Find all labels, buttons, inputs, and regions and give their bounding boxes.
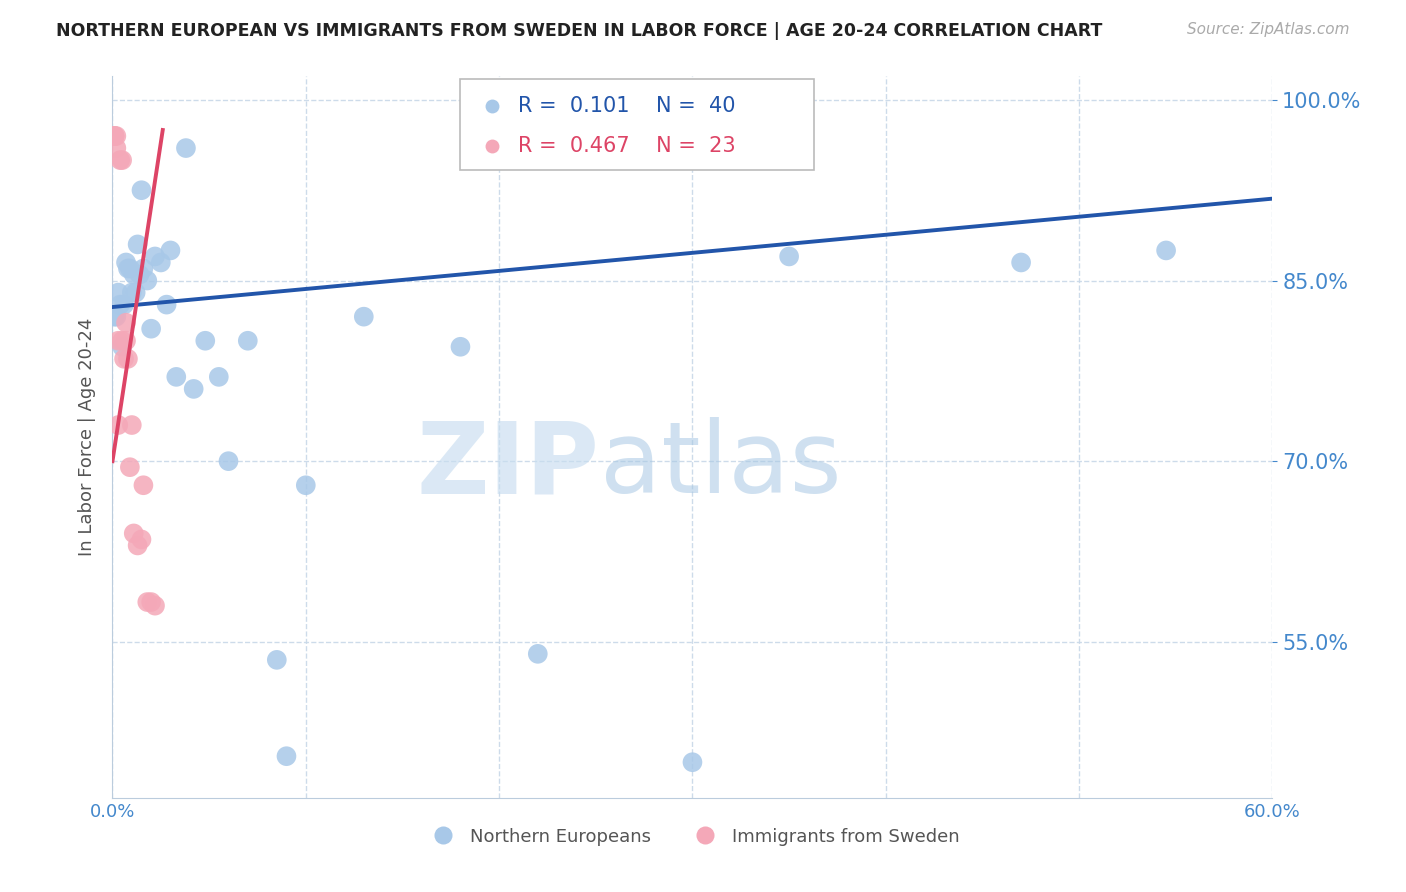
- Point: [110, 298, 132, 312]
- Point: [118, 261, 141, 276]
- Point: [117, 261, 139, 276]
- Point: [105, 141, 128, 155]
- Y-axis label: In Labor Force | Age 20-24: In Labor Force | Age 20-24: [77, 318, 96, 557]
- Point: [127, 237, 149, 252]
- Point: [143, 250, 166, 264]
- Point: [132, 478, 155, 492]
- Point: [124, 285, 148, 300]
- Point: [131, 183, 153, 197]
- Point: [143, 599, 166, 613]
- Point: [107, 285, 129, 300]
- Point: [276, 749, 298, 764]
- Legend: Northern Europeans, Immigrants from Sweden: Northern Europeans, Immigrants from Swed…: [418, 821, 967, 853]
- Point: [353, 310, 375, 324]
- Point: [136, 595, 159, 609]
- Point: [105, 128, 128, 143]
- Point: [266, 653, 288, 667]
- Point: [1010, 255, 1032, 269]
- Point: [111, 340, 134, 354]
- Point: [174, 141, 197, 155]
- Point: [111, 153, 134, 168]
- Point: [127, 538, 149, 552]
- Point: [115, 334, 138, 348]
- FancyBboxPatch shape: [461, 79, 814, 169]
- Text: R =  0.101    N =  40: R = 0.101 N = 40: [519, 96, 735, 116]
- Text: NORTHERN EUROPEAN VS IMMIGRANTS FROM SWEDEN IN LABOR FORCE | AGE 20-24 CORRELATI: NORTHERN EUROPEAN VS IMMIGRANTS FROM SWE…: [56, 22, 1102, 40]
- Point: [778, 250, 800, 264]
- Text: ZIP: ZIP: [416, 417, 599, 515]
- Point: [103, 128, 125, 143]
- Text: atlas: atlas: [599, 417, 841, 515]
- Point: [131, 533, 153, 547]
- Point: [118, 460, 141, 475]
- Text: Source: ZipAtlas.com: Source: ZipAtlas.com: [1187, 22, 1350, 37]
- Point: [194, 334, 217, 348]
- Point: [136, 273, 159, 287]
- Point: [128, 268, 150, 282]
- Text: R =  0.467    N =  23: R = 0.467 N = 23: [519, 136, 737, 156]
- Point: [111, 334, 134, 348]
- Point: [208, 369, 231, 384]
- Point: [105, 310, 128, 324]
- Point: [122, 268, 145, 282]
- Point: [121, 417, 143, 433]
- Point: [122, 526, 145, 541]
- Point: [115, 316, 138, 330]
- Point: [117, 351, 139, 366]
- Point: [132, 261, 155, 276]
- Point: [103, 310, 125, 324]
- Point: [488, 104, 510, 119]
- Point: [103, 128, 125, 143]
- Point: [115, 255, 138, 269]
- Point: [450, 340, 472, 354]
- Point: [183, 382, 205, 396]
- Point: [1154, 244, 1177, 258]
- Point: [295, 478, 318, 492]
- Point: [112, 351, 135, 366]
- Point: [682, 755, 704, 769]
- Point: [112, 298, 135, 312]
- Point: [159, 244, 181, 258]
- Point: [110, 153, 132, 168]
- Point: [527, 647, 550, 661]
- Point: [236, 334, 259, 348]
- Point: [103, 128, 125, 143]
- Point: [107, 334, 129, 348]
- Point: [218, 454, 240, 468]
- Point: [121, 285, 143, 300]
- Point: [141, 321, 163, 335]
- Point: [141, 595, 163, 609]
- Point: [156, 298, 179, 312]
- Point: [149, 255, 172, 269]
- Point: [165, 369, 187, 384]
- Point: [107, 417, 129, 433]
